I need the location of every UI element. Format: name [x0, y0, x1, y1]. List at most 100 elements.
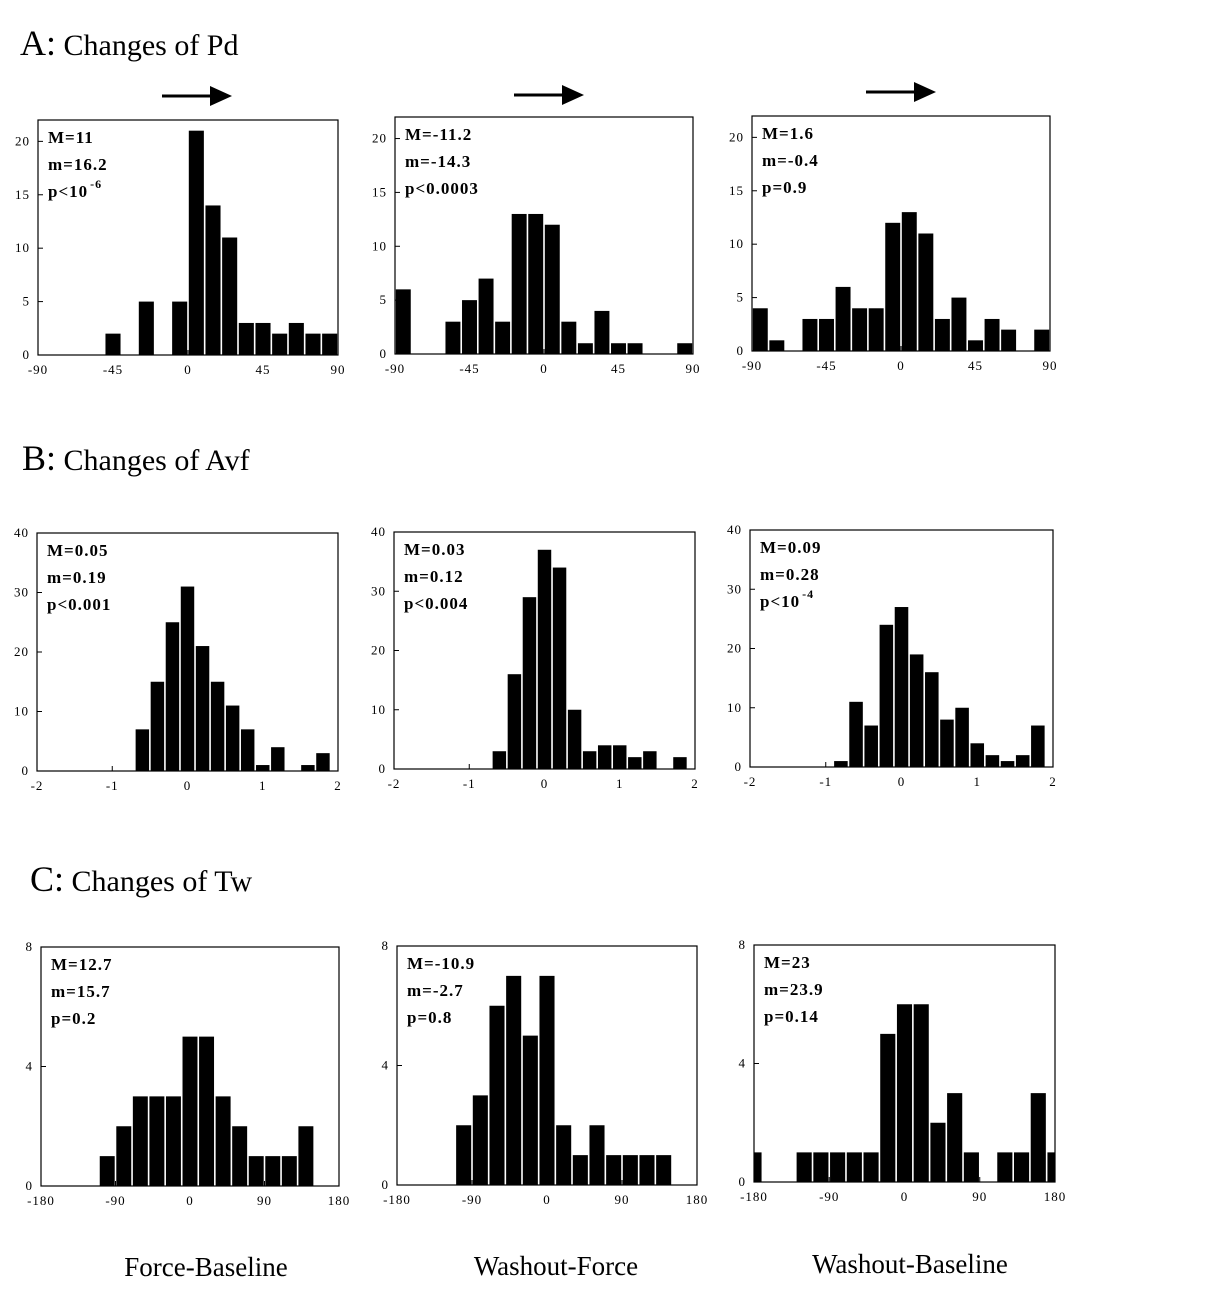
- histogram-bar: [240, 729, 255, 771]
- histogram-bar: [301, 765, 315, 771]
- histogram-svg: 0 10 20 30 40 -2 -1 0 1 2 M=0.09 m=0.28 p<10 -4: [727, 522, 1056, 789]
- stat-label: m=15.7: [51, 982, 111, 1001]
- histogram-bar: [813, 1152, 829, 1182]
- x-tick-label: 0: [543, 1192, 551, 1207]
- y-tick-label: 10: [15, 240, 30, 255]
- y-tick-label: 10: [371, 702, 386, 717]
- stat-label: m=0.19: [47, 568, 107, 587]
- histogram-bar: [215, 1096, 231, 1186]
- stat-label: M=-11.2: [405, 125, 472, 144]
- x-tick-label: 0: [540, 361, 548, 376]
- histogram-bar: [238, 322, 254, 355]
- histogram-panel: 0 5 10 15 20 -90 -45 0 45 90 M=11 m=16.2 p<10 -6: [8, 114, 346, 381]
- stat-label: m=16.2: [48, 155, 108, 174]
- x-tick-label: -90: [28, 362, 48, 377]
- y-tick-label: 8: [26, 939, 34, 954]
- histogram-bar: [492, 751, 507, 769]
- y-tick-label: 4: [26, 1059, 34, 1074]
- histogram-bar: [754, 1152, 762, 1182]
- x-tick-label: 180: [1044, 1189, 1067, 1204]
- stat-label: m=0.28: [760, 565, 820, 584]
- histogram-bar: [149, 1096, 165, 1186]
- y-tick-label: 10: [727, 700, 742, 715]
- x-tick-label: -1: [819, 774, 832, 789]
- histogram-bar: [796, 1152, 812, 1182]
- x-tick-label: 0: [897, 358, 905, 373]
- histogram-bar: [622, 1155, 638, 1185]
- y-tick-label: 4: [382, 1058, 390, 1073]
- histogram-bar: [165, 622, 180, 771]
- histogram-svg: 0 5 10 15 20 -90 -45 0 45 90 M=11 m=16.2 p<10 -6: [15, 119, 345, 377]
- histogram-bar: [970, 743, 985, 767]
- x-tick-label: 0: [898, 774, 906, 789]
- histogram-bar: [172, 301, 188, 355]
- y-tick-label: 8: [382, 938, 390, 953]
- histogram-bar: [495, 321, 511, 354]
- y-tick-label: 20: [14, 644, 29, 659]
- histogram-bar: [298, 1126, 314, 1186]
- histogram-svg: 0 5 10 15 20 -90 -45 0 45 90 M=1.6 m=-0.4 p=0.9: [729, 115, 1057, 373]
- x-tick-label: 0: [901, 1189, 909, 1204]
- histogram-bar: [395, 289, 411, 354]
- x-tick-label: -2: [31, 778, 44, 793]
- histogram-bar: [180, 586, 195, 771]
- histogram-bar: [150, 681, 165, 771]
- histogram-bar: [613, 745, 627, 769]
- histogram-bar: [445, 321, 461, 354]
- histogram-bar: [511, 213, 527, 354]
- y-tick-label: 0: [26, 1178, 34, 1193]
- histogram-bar: [316, 753, 330, 771]
- histogram-bar: [880, 1033, 896, 1182]
- histogram-bar: [955, 707, 969, 767]
- row-title-a-text: Changes of Pd: [63, 29, 239, 62]
- y-tick-label: 5: [23, 294, 31, 309]
- histogram-bar: [456, 1125, 472, 1185]
- histogram-bar: [138, 301, 154, 355]
- histogram-bar: [997, 1152, 1013, 1182]
- stat-label: m=-2.7: [407, 981, 464, 1000]
- stat-label: M=1.6: [762, 124, 814, 143]
- histogram-bar: [1030, 1093, 1046, 1182]
- histogram-bar: [489, 1005, 505, 1185]
- column-label-force-baseline: Force-Baseline: [124, 1252, 288, 1282]
- histogram-panel: 0 10 20 30 40 -2 -1 0 1 2 M=0.09 m=0.28 p<10 -4: [720, 522, 1061, 793]
- histogram-bar: [802, 318, 818, 351]
- y-tick-label: 20: [15, 133, 30, 148]
- histogram-bar: [281, 1156, 297, 1186]
- histogram-bar: [478, 278, 494, 354]
- y-tick-label: 5: [737, 290, 745, 305]
- stat-label: m=-14.3: [405, 152, 471, 171]
- histogram-bar: [606, 1155, 622, 1185]
- histogram-bar: [1000, 761, 1015, 767]
- histogram-bar: [322, 333, 338, 355]
- x-tick-label: 1: [259, 778, 267, 793]
- histogram-bar: [195, 646, 210, 771]
- histogram-bar: [894, 607, 909, 767]
- histogram-bar: [1015, 755, 1030, 767]
- stat-label: M=0.03: [404, 540, 465, 559]
- stat-label: M=-10.9: [407, 954, 475, 973]
- stat-label: p=0.2: [51, 1009, 96, 1028]
- histogram-bar: [835, 286, 851, 351]
- x-tick-label: -90: [105, 1193, 125, 1208]
- histogram-bar: [255, 322, 271, 355]
- histogram-bar: [918, 233, 934, 351]
- stat-label: m=0.12: [404, 567, 464, 586]
- row-letter-b: B:: [22, 438, 57, 478]
- histogram-panel: 0 4 8 -180 -90 0 90 180 M=12.7 m=15.7 p=0.2: [11, 939, 350, 1212]
- y-tick-label: 20: [729, 129, 744, 144]
- y-tick-label: 40: [727, 522, 742, 537]
- stat-label: M=11: [48, 128, 94, 147]
- histogram-bar: [752, 308, 768, 351]
- histogram-bar: [305, 333, 321, 355]
- histogram-bar: [556, 1125, 572, 1185]
- histogram-svg: 0 10 20 30 40 -2 -1 0 1 2 M=0.03 m=0.12 p<0.004: [371, 524, 698, 791]
- x-tick-label: 45: [256, 362, 271, 377]
- stat-label: m=23.9: [764, 980, 824, 999]
- row-letter-c: C:: [30, 859, 65, 899]
- stat-label: p<0.0003: [405, 179, 479, 198]
- y-tick-label: 8: [739, 937, 747, 952]
- histogram-svg: 0 4 8 -180 -90 0 90 180 M=23 m=23.9 p=0.14: [739, 937, 1066, 1204]
- histogram-bar: [99, 1156, 115, 1186]
- histogram-bar: [849, 701, 863, 767]
